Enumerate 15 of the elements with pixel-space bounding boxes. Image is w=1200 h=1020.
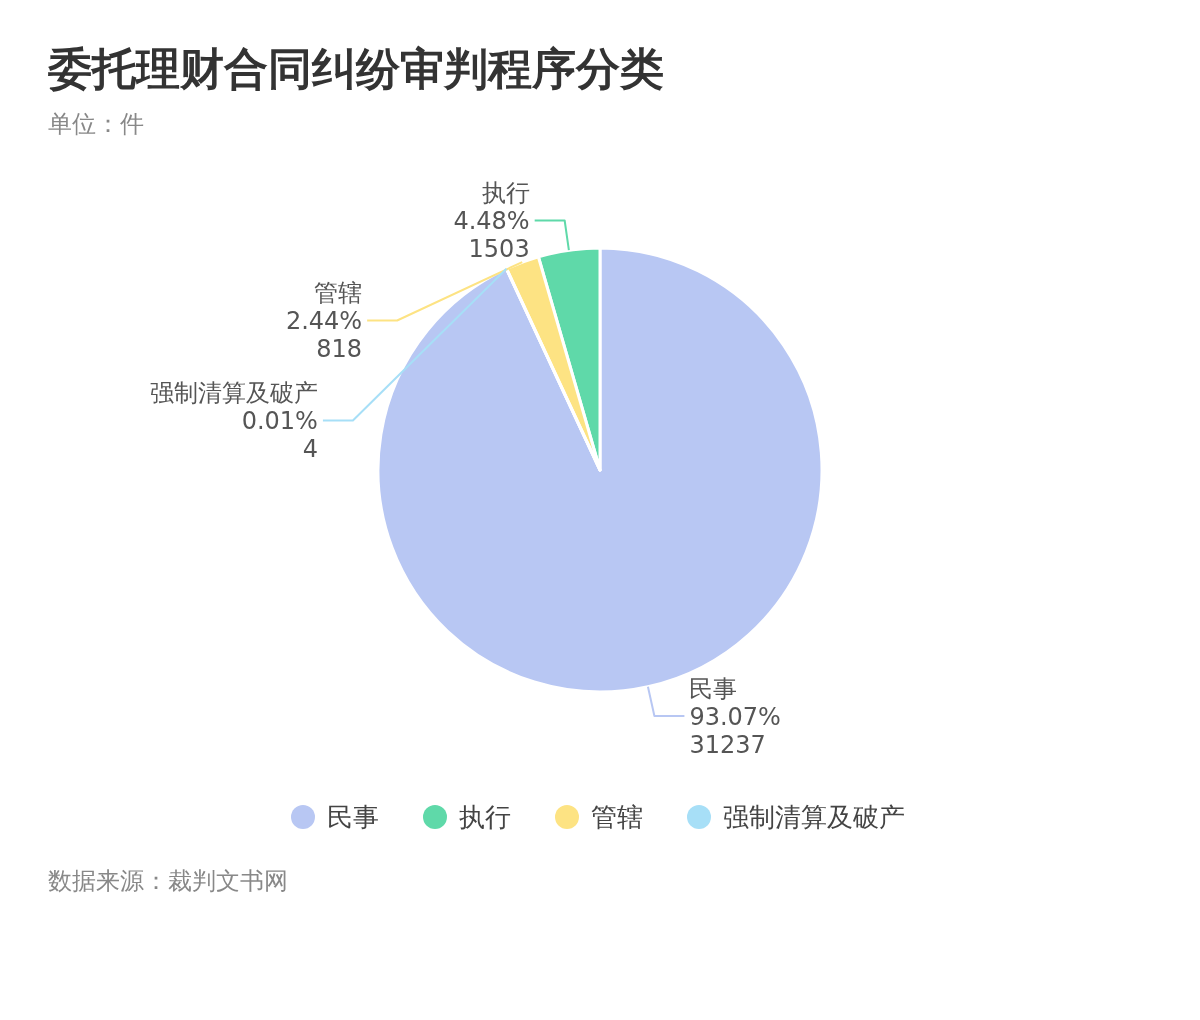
data-label: 2.44% 818	[285, 307, 363, 364]
data-label: 93.07% 31237	[689, 703, 781, 760]
legend-label: 民事	[327, 802, 379, 832]
source-note: 数据来源：裁判文书网	[48, 867, 288, 895]
chart-title: 委托理财合同纠纷审判程序分类	[47, 43, 664, 94]
slice-label: 民事	[689, 675, 738, 704]
legend-label: 管辖	[591, 802, 643, 832]
data-label: 0.01% 4	[241, 407, 318, 464]
legend-label: 强制清算及破产	[723, 802, 905, 832]
data-label: 4.48% 1503	[453, 207, 530, 264]
slice-label: 强制清算及破产	[149, 379, 318, 408]
legend-label: 执行	[459, 802, 511, 832]
slice-label: 执行	[481, 179, 530, 208]
chart-subtitle: 单位：件	[48, 110, 144, 138]
slice-label: 管辖	[314, 279, 363, 308]
